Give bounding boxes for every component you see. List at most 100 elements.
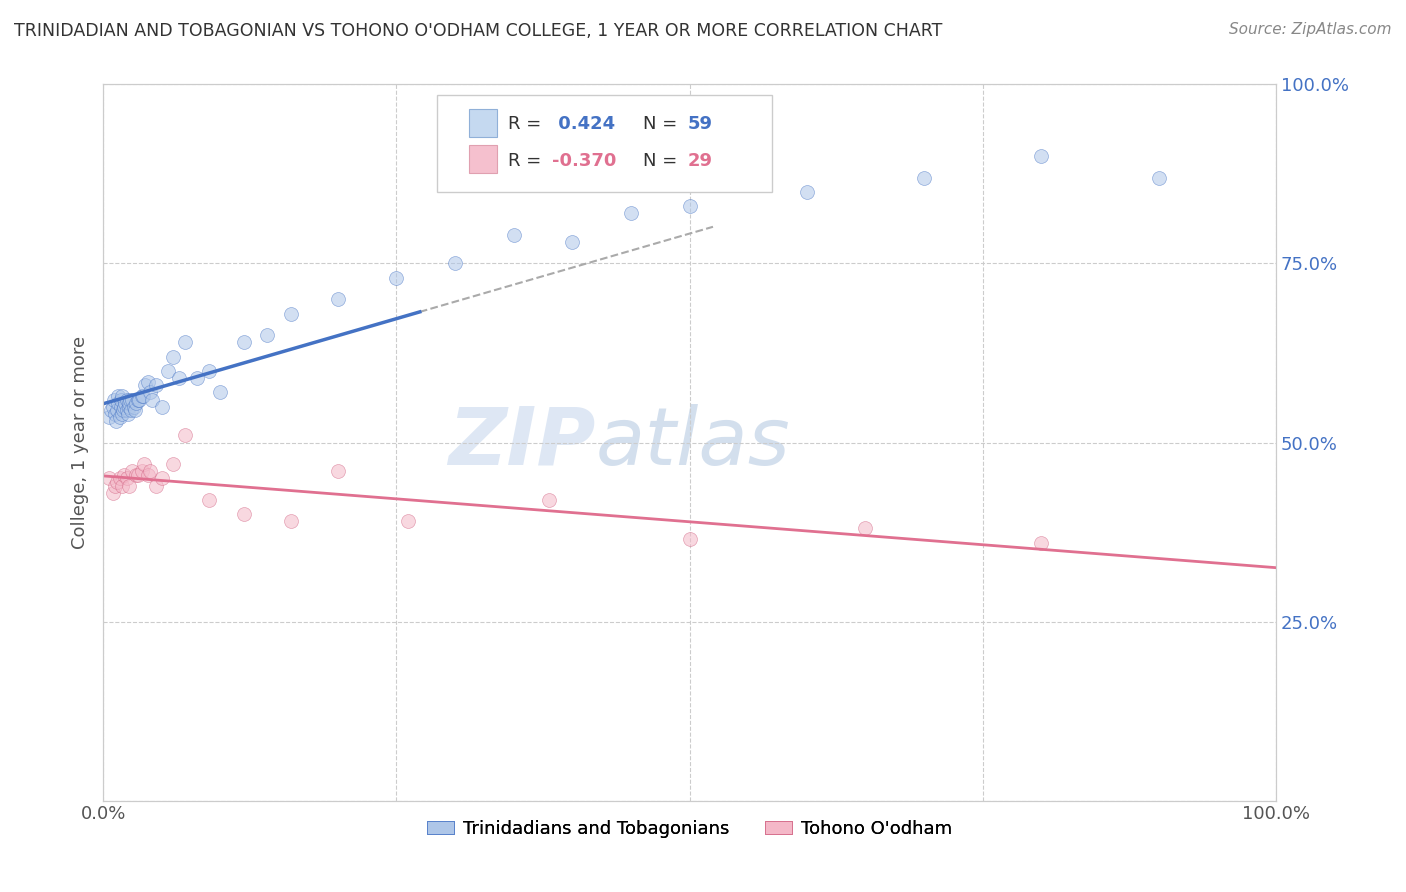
Point (139, 385, 162, 400)
Point (912, 170, 935, 185)
Point (107, 389, 129, 403)
Point (136, 375, 159, 389)
Point (120, 392, 142, 407)
Point (104, 478, 127, 492)
Point (104, 407, 127, 421)
Point (162, 457, 184, 471)
Point (326, 293, 349, 307)
FancyBboxPatch shape (437, 95, 772, 192)
Point (112, 467, 135, 482)
Text: 29: 29 (688, 152, 713, 170)
Point (114, 396, 136, 410)
Point (111, 389, 134, 403)
Point (128, 392, 150, 407)
Point (620, 206, 643, 220)
Point (115, 471, 138, 485)
Point (98, 471, 121, 485)
Y-axis label: College, 1 year or more: College, 1 year or more (72, 336, 89, 549)
FancyBboxPatch shape (470, 145, 498, 173)
Point (186, 371, 208, 385)
Point (444, 256, 467, 270)
Point (111, 407, 134, 421)
Point (100, 403, 122, 417)
Point (110, 400, 132, 414)
Point (385, 270, 408, 285)
Point (110, 392, 132, 407)
Text: R =: R = (508, 115, 547, 133)
Point (118, 396, 141, 410)
Point (134, 457, 156, 471)
Point (145, 378, 167, 392)
Point (101, 400, 124, 414)
Point (131, 464, 153, 478)
Point (209, 385, 232, 400)
Text: atlas: atlas (596, 403, 790, 482)
Point (103, 392, 125, 407)
Point (134, 378, 156, 392)
Point (131, 389, 153, 403)
Point (169, 371, 191, 385)
Point (124, 403, 146, 417)
Point (150, 471, 173, 485)
Point (118, 400, 141, 414)
Text: 0.424: 0.424 (553, 115, 616, 133)
Point (108, 410, 131, 425)
Text: N =: N = (643, 115, 683, 133)
Point (280, 514, 302, 528)
Point (139, 464, 162, 478)
Text: TRINIDADIAN AND TOBAGONIAN VS TOHONO O'ODHAM COLLEGE, 1 YEAR OR MORE CORRELATION: TRINIDADIAN AND TOBAGONIAN VS TOHONO O'O… (14, 22, 942, 40)
Point (132, 389, 155, 403)
Point (162, 350, 184, 364)
Point (796, 185, 818, 199)
Point (156, 364, 179, 378)
Point (145, 478, 167, 492)
FancyBboxPatch shape (470, 109, 498, 137)
Point (125, 396, 148, 410)
Point (855, 521, 877, 535)
Point (678, 199, 700, 213)
Point (122, 400, 145, 414)
Point (98, 410, 121, 425)
Point (174, 335, 197, 350)
Point (105, 403, 128, 417)
Point (108, 471, 131, 485)
Point (117, 407, 139, 421)
Point (232, 335, 254, 350)
Text: -0.370: -0.370 (553, 152, 617, 170)
Point (256, 328, 278, 343)
Point (326, 464, 349, 478)
Point (197, 492, 219, 507)
Point (115, 403, 138, 417)
Point (101, 485, 124, 500)
Text: N =: N = (643, 152, 683, 170)
Point (141, 392, 163, 407)
Point (127, 392, 149, 407)
Point (1031, 536, 1053, 550)
Point (111, 478, 134, 492)
Point (112, 400, 135, 414)
Text: ZIP: ZIP (449, 403, 596, 482)
Point (1031, 149, 1053, 163)
Point (136, 467, 159, 482)
Point (537, 492, 560, 507)
Point (232, 507, 254, 521)
Point (561, 235, 583, 249)
Point (121, 464, 143, 478)
Text: Source: ZipAtlas.com: Source: ZipAtlas.com (1229, 22, 1392, 37)
Point (197, 364, 219, 378)
Point (396, 514, 419, 528)
Point (105, 414, 128, 428)
Text: R =: R = (508, 152, 547, 170)
Point (502, 227, 524, 242)
Point (174, 428, 197, 442)
Point (678, 532, 700, 546)
Point (118, 478, 141, 492)
Point (107, 396, 129, 410)
Text: 59: 59 (688, 115, 713, 133)
Point (112, 403, 135, 417)
Legend: Trinidadians and Tobagonians, Tohono O'odham: Trinidadians and Tobagonians, Tohono O'o… (419, 813, 960, 846)
Point (121, 392, 143, 407)
Point (120, 403, 142, 417)
Point (150, 400, 173, 414)
Point (1147, 170, 1170, 185)
